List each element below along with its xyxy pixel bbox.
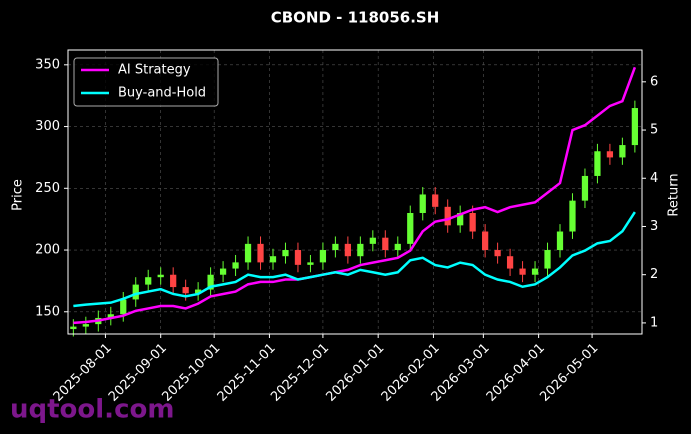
candle-body [432,194,439,207]
candle-body [369,237,376,244]
candle-body [482,231,489,251]
y-tick-label: 300 [35,119,60,134]
candle-body [594,151,601,176]
candle-body [82,324,89,327]
candle-body [344,243,351,257]
y-tick-label: 350 [35,57,60,72]
candle-body [120,299,127,315]
candle-body [506,256,514,269]
candle-body [269,256,277,263]
legend: AI Strategy Buy-and-Hold [73,57,219,107]
y2-tick-label: 1 [650,315,658,330]
legend-label: Buy-and-Hold [118,86,206,101]
line [73,66,637,325]
candle-body [457,212,464,226]
candle-body [544,250,551,269]
candle-body [619,145,626,158]
candle-body [219,268,227,275]
candle-body [145,277,152,285]
candle-body [132,284,139,300]
candle-body [244,243,252,263]
watermark: uqtool.com [10,395,174,425]
candle-body [407,212,414,244]
candle-body [519,268,526,275]
legend-box [73,57,219,107]
candle-body [469,212,476,232]
candle-body [257,243,264,263]
candle-body [419,194,426,213]
y-tick-label: 250 [35,181,60,196]
y-axis-label: Price [11,179,26,211]
y-tick-label: 200 [35,243,60,258]
candle-body [70,326,77,330]
legend-label: AI Strategy [118,63,191,78]
y2-axis-label: Return [667,173,682,216]
y-tick-label: 150 [35,304,60,319]
candle-body [170,274,177,288]
candle-body [631,108,638,146]
candle-body [307,262,314,265]
candle-body [357,243,364,257]
candle-body [606,151,614,158]
candle-body [232,262,239,269]
candle-body [294,250,302,265]
candle-body [382,237,389,251]
chart-title: CBOND - 118056.SH [271,9,440,27]
candle-body [531,268,539,275]
candle-body [444,206,451,226]
candle-body [107,314,114,318]
candle-body [195,289,202,294]
candle-body [282,250,289,257]
y2-tick-label: 4 [650,171,658,186]
candle-body [556,231,564,251]
candle-body [182,287,189,294]
line [73,211,636,308]
candle-body [394,243,401,251]
candle-body [494,250,501,257]
candle-body [332,243,339,251]
candle-body [157,274,164,278]
y2-tick-label: 2 [650,267,658,282]
y2-tick-label: 5 [650,123,658,138]
candle-body [319,250,327,263]
candle-body [569,200,576,232]
plot-frame [67,49,643,335]
y2-tick-label: 3 [650,219,658,234]
candle-body [207,274,214,290]
y2-tick-label: 6 [650,74,658,89]
candle-body [581,175,589,201]
